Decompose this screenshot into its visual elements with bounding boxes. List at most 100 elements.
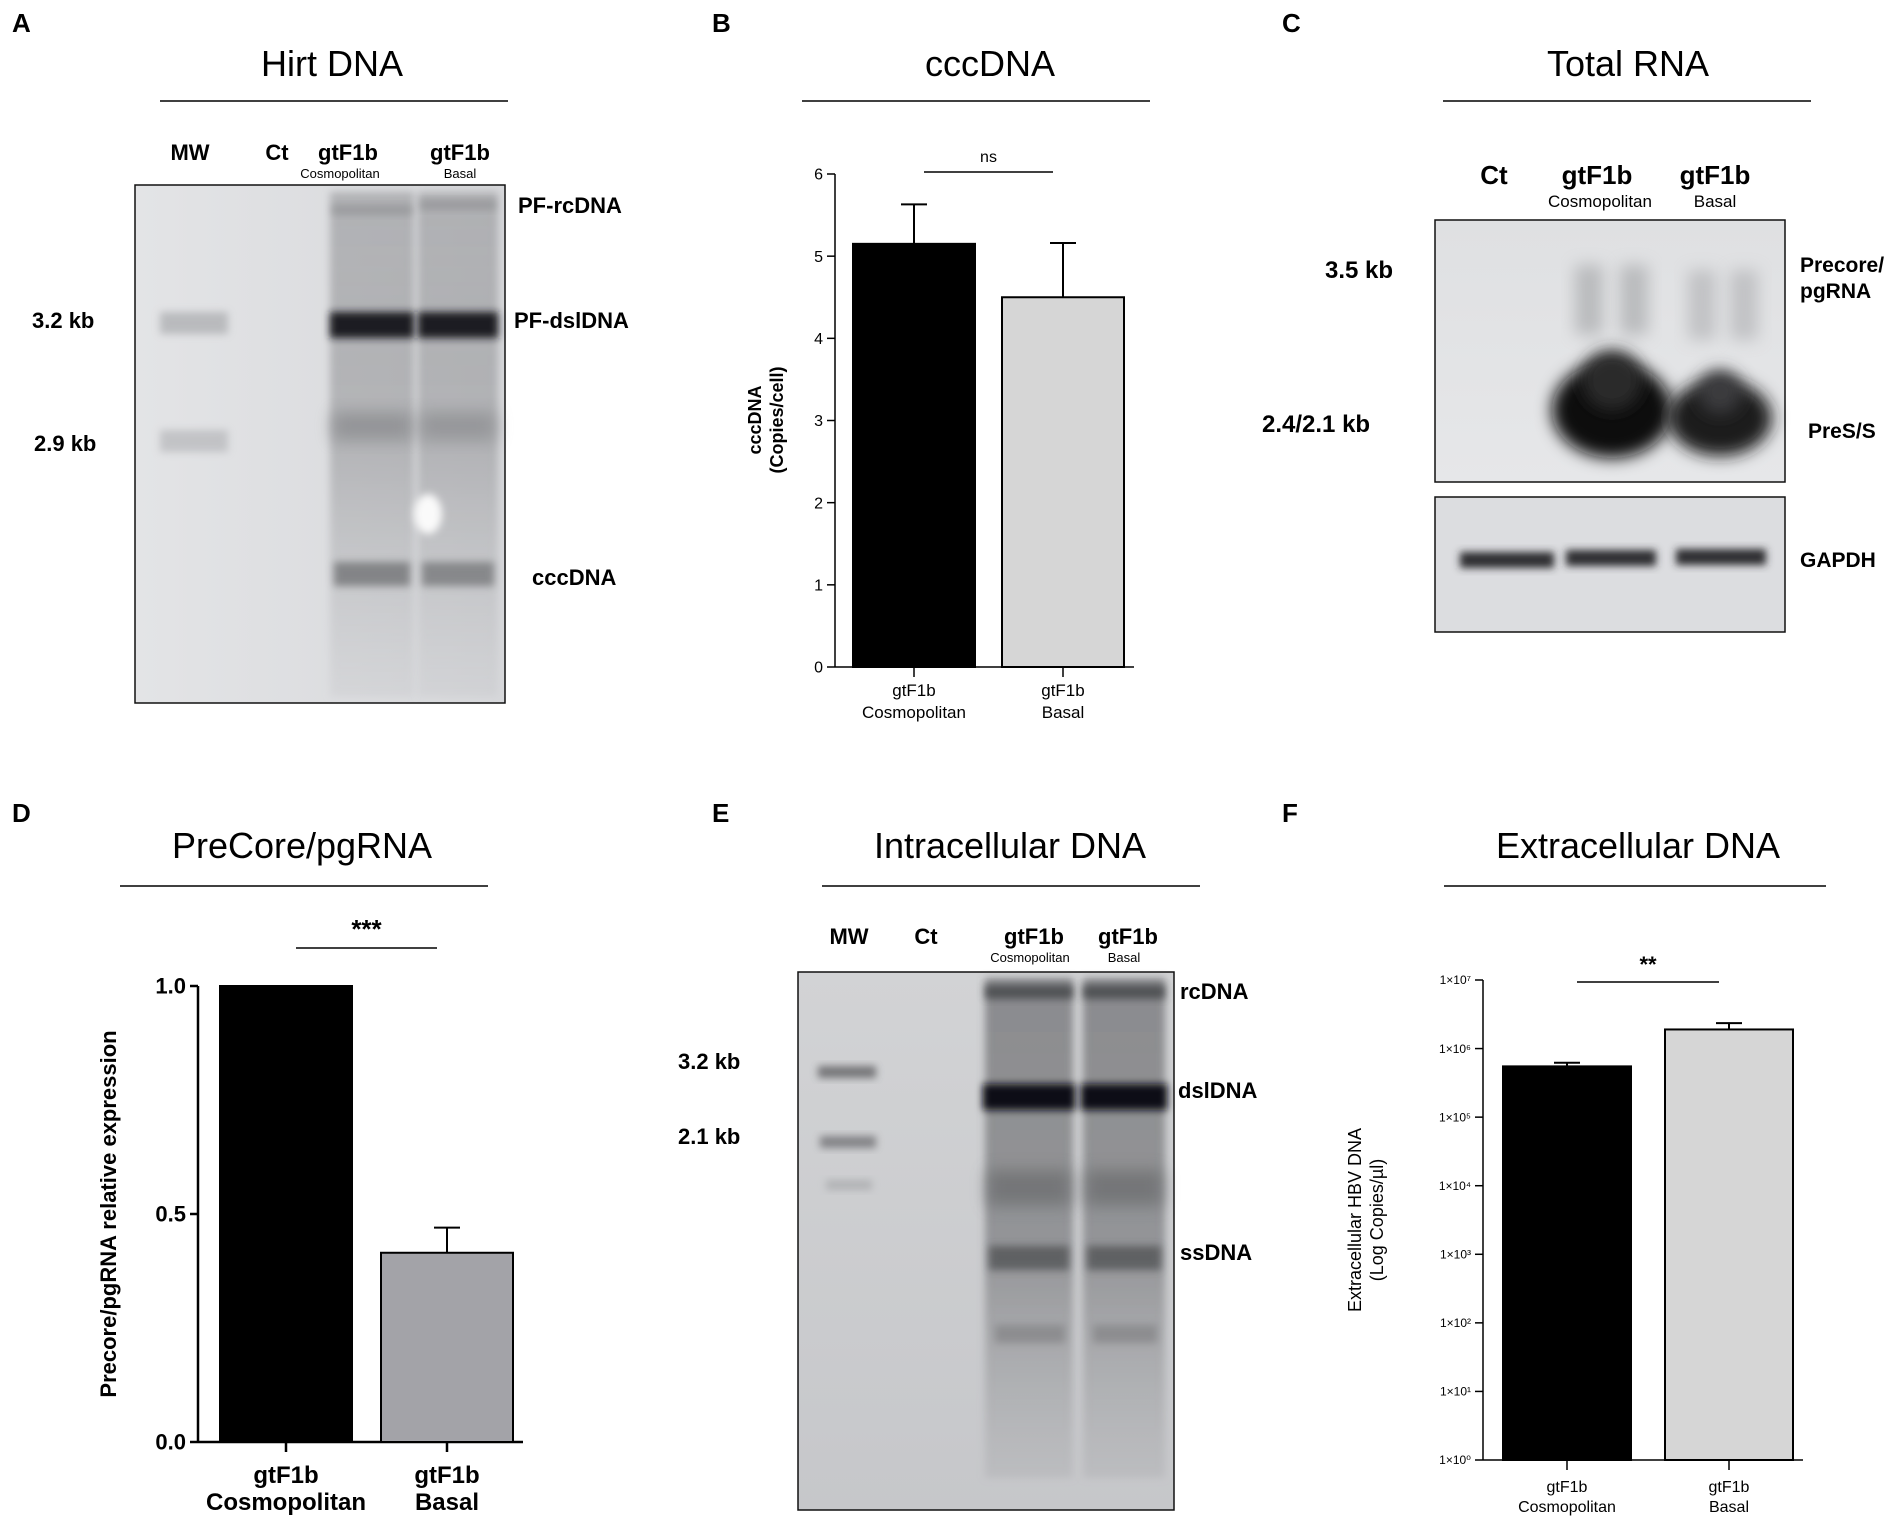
x-tick-label: gtF1b bbox=[1041, 681, 1084, 700]
band-label-cccdna-a: cccDNA bbox=[532, 565, 616, 590]
size-markers-c: 3.5 kb 2.4/2.1 kb bbox=[1262, 257, 1393, 438]
lane-label-ct: Ct bbox=[265, 140, 289, 165]
y-axis-label: Precore/pgRNA relative expression bbox=[96, 1030, 121, 1397]
lane-sublabel-basal-c: Basal bbox=[1694, 192, 1737, 211]
band-labels-e: rcDNA dslDNA ssDNA bbox=[1178, 979, 1258, 1265]
bar bbox=[1664, 1028, 1794, 1461]
panel-d: D PreCore/pgRNA 0.00.51.0gtF1bCosmopolit… bbox=[12, 798, 523, 1516]
panel-title-b: cccDNA bbox=[925, 43, 1055, 84]
marker-2-9kb-a: 2.9 kb bbox=[34, 431, 96, 456]
lane-sublabel-basal: Basal bbox=[444, 166, 477, 181]
y-tick-label: 1×10⁴ bbox=[1439, 1179, 1471, 1193]
panel-title-d: PreCore/pgRNA bbox=[172, 825, 432, 866]
panel-letter-e: E bbox=[712, 798, 729, 828]
x-tick-label: Basal bbox=[1042, 703, 1085, 722]
panel-title-e: Intracellular DNA bbox=[874, 825, 1146, 866]
band-label-rcdna: rcDNA bbox=[1180, 979, 1249, 1004]
x-tick-label: Basal bbox=[415, 1489, 479, 1516]
panel-f: F Extracellular DNA 1×10⁰ 1×10¹ 1×10² 1×10³… bbox=[1282, 798, 1826, 1516]
panel-letter-a: A bbox=[12, 8, 31, 38]
y-tick-label: 1×10³ bbox=[1440, 1247, 1471, 1261]
size-markers-e: 3.2 kb 2.1 kb bbox=[678, 1049, 740, 1149]
y-tick-label: 1×10² bbox=[1440, 1316, 1471, 1330]
band-label-ssdna: ssDNA bbox=[1180, 1240, 1252, 1265]
panel-title-c: Total RNA bbox=[1547, 43, 1709, 84]
lane-label-mw: MW bbox=[170, 140, 209, 165]
band-labels-c: Precore/ pgRNA PreS/S GAPDH bbox=[1800, 254, 1884, 572]
y-tick-label: 0.0 bbox=[155, 1430, 186, 1455]
gel-image-e bbox=[797, 971, 1175, 1511]
y-tick-label: 5 bbox=[814, 249, 823, 266]
x-tick-label: gtF1b bbox=[892, 681, 935, 700]
lane-sublabel-basal-e: Basal bbox=[1108, 950, 1141, 965]
y-tick-label: 4 bbox=[814, 331, 823, 348]
x-tick-label: Cosmopolitan bbox=[1518, 1499, 1616, 1516]
x-tick-label: gtF1b bbox=[253, 1462, 318, 1489]
lane-labels-e: MW Ct gtF1b Cosmopolitan gtF1b Basal bbox=[829, 924, 1157, 965]
panel-title-f: Extracellular DNA bbox=[1496, 825, 1780, 866]
significance-label: ** bbox=[1639, 952, 1657, 977]
band-label-pf-dsldna: PF-dslDNA bbox=[514, 308, 629, 333]
lane-label-basal: gtF1b bbox=[430, 140, 490, 165]
y-axis-label: (Log Copies/µl) bbox=[1367, 1159, 1387, 1281]
lane-label-cosmopolitan-e: gtF1b bbox=[1004, 924, 1064, 949]
y-tick-label: 1×10⁰ bbox=[1439, 1453, 1471, 1467]
blot-image-c bbox=[1434, 219, 1786, 633]
y-tick-label: 0.5 bbox=[155, 1202, 186, 1227]
size-markers-a: 3.2 kb 2.9 kb bbox=[32, 308, 96, 456]
lane-labels-a: MW Ct gtF1b Cosmopolitan gtF1b Basal bbox=[170, 140, 489, 181]
significance-label: ns bbox=[980, 149, 997, 166]
marker-3-5kb-c: 3.5 kb bbox=[1325, 257, 1393, 284]
x-tick-label: Cosmopolitan bbox=[862, 703, 966, 722]
x-tick-label: Cosmopolitan bbox=[206, 1489, 366, 1516]
y-axis-label: Extracellular HBV DNA bbox=[1345, 1128, 1365, 1312]
panel-letter-f: F bbox=[1282, 798, 1298, 828]
y-tick-label: 1 bbox=[814, 577, 823, 594]
panel-letter-b: B bbox=[712, 8, 731, 38]
lane-label-basal-e: gtF1b bbox=[1098, 924, 1158, 949]
panel-e: E Intracellular DNA MW Ct gtF1b Cosmopol… bbox=[678, 798, 1258, 1511]
chart-extracellular-dna: 1×10⁰ 1×10¹ 1×10² 1×10³ 1×10⁴ 1×10⁵ 1×10⁶ 1×10⁷… bbox=[1345, 952, 1803, 1516]
marker-3-2kb-a: 3.2 kb bbox=[32, 308, 94, 333]
lane-label-ct-c: Ct bbox=[1480, 160, 1508, 190]
x-tick-label: gtF1b bbox=[414, 1462, 479, 1489]
x-tick-label: gtF1b bbox=[1547, 1479, 1588, 1496]
band-label-precore: Precore/ bbox=[1800, 254, 1884, 277]
lane-label-basal-c: gtF1b bbox=[1680, 160, 1751, 190]
panel-title-a: Hirt DNA bbox=[261, 43, 403, 84]
x-tick-label: Basal bbox=[1709, 1499, 1749, 1516]
bar bbox=[219, 985, 353, 1443]
marker-3-2kb-e: 3.2 kb bbox=[678, 1049, 740, 1074]
lane-sublabel-cosmopolitan: Cosmopolitan bbox=[300, 166, 380, 181]
lane-sublabel-cosmopolitan-e: Cosmopolitan bbox=[990, 950, 1070, 965]
chart-cccdna: 0 1 2 3 4 5 6 gtF1b Cosmopolitan gtF1b Basal ns cccD… bbox=[745, 149, 1134, 722]
bar bbox=[1502, 1065, 1632, 1461]
y-axis-label: (Copies/cell) bbox=[767, 366, 787, 473]
y-tick-label: 0 bbox=[814, 660, 823, 677]
band-label-pgrna: pgRNA bbox=[1800, 280, 1871, 303]
lane-label-mw-e: MW bbox=[829, 924, 868, 949]
panel-c: C Total RNA Ct gtF1b Cosmopolitan gtF1b … bbox=[1262, 8, 1884, 633]
y-tick-label: 2 bbox=[814, 495, 823, 512]
y-tick-label: 1×10⁵ bbox=[1439, 1110, 1471, 1124]
y-tick-label: 3 bbox=[814, 413, 823, 430]
band-label-pf-rcdna: PF-rcDNA bbox=[518, 193, 622, 218]
band-labels-a: PF-rcDNA PF-dslDNA cccDNA bbox=[514, 193, 629, 590]
marker-2-4-2-1kb-c: 2.4/2.1 kb bbox=[1262, 411, 1370, 438]
band-label-pres-s: PreS/S bbox=[1808, 420, 1876, 443]
panel-a: A Hirt DNA MW Ct gtF1b Cosmopolitan gtF1… bbox=[12, 8, 629, 704]
marker-2-1kb-e: 2.1 kb bbox=[678, 1124, 740, 1149]
gel-image-a bbox=[134, 184, 506, 704]
panel-b: B cccDNA 0 1 2 3 4 5 6 gtF1b Cosmopolitan gtF1b Ba… bbox=[712, 8, 1150, 722]
bar bbox=[380, 1251, 514, 1444]
lane-label-ct-e: Ct bbox=[914, 924, 938, 949]
lane-label-cosmopolitan-c: gtF1b bbox=[1562, 160, 1633, 190]
panel-letter-d: D bbox=[12, 798, 31, 828]
band-label-gapdh: GAPDH bbox=[1800, 549, 1876, 572]
panel-letter-c: C bbox=[1282, 8, 1301, 38]
y-axis-label: cccDNA bbox=[745, 385, 765, 454]
lane-sublabel-cosmopolitan-c: Cosmopolitan bbox=[1548, 192, 1652, 211]
y-tick-label: 6 bbox=[814, 167, 823, 184]
y-tick-label: 1×10⁷ bbox=[1440, 973, 1471, 987]
